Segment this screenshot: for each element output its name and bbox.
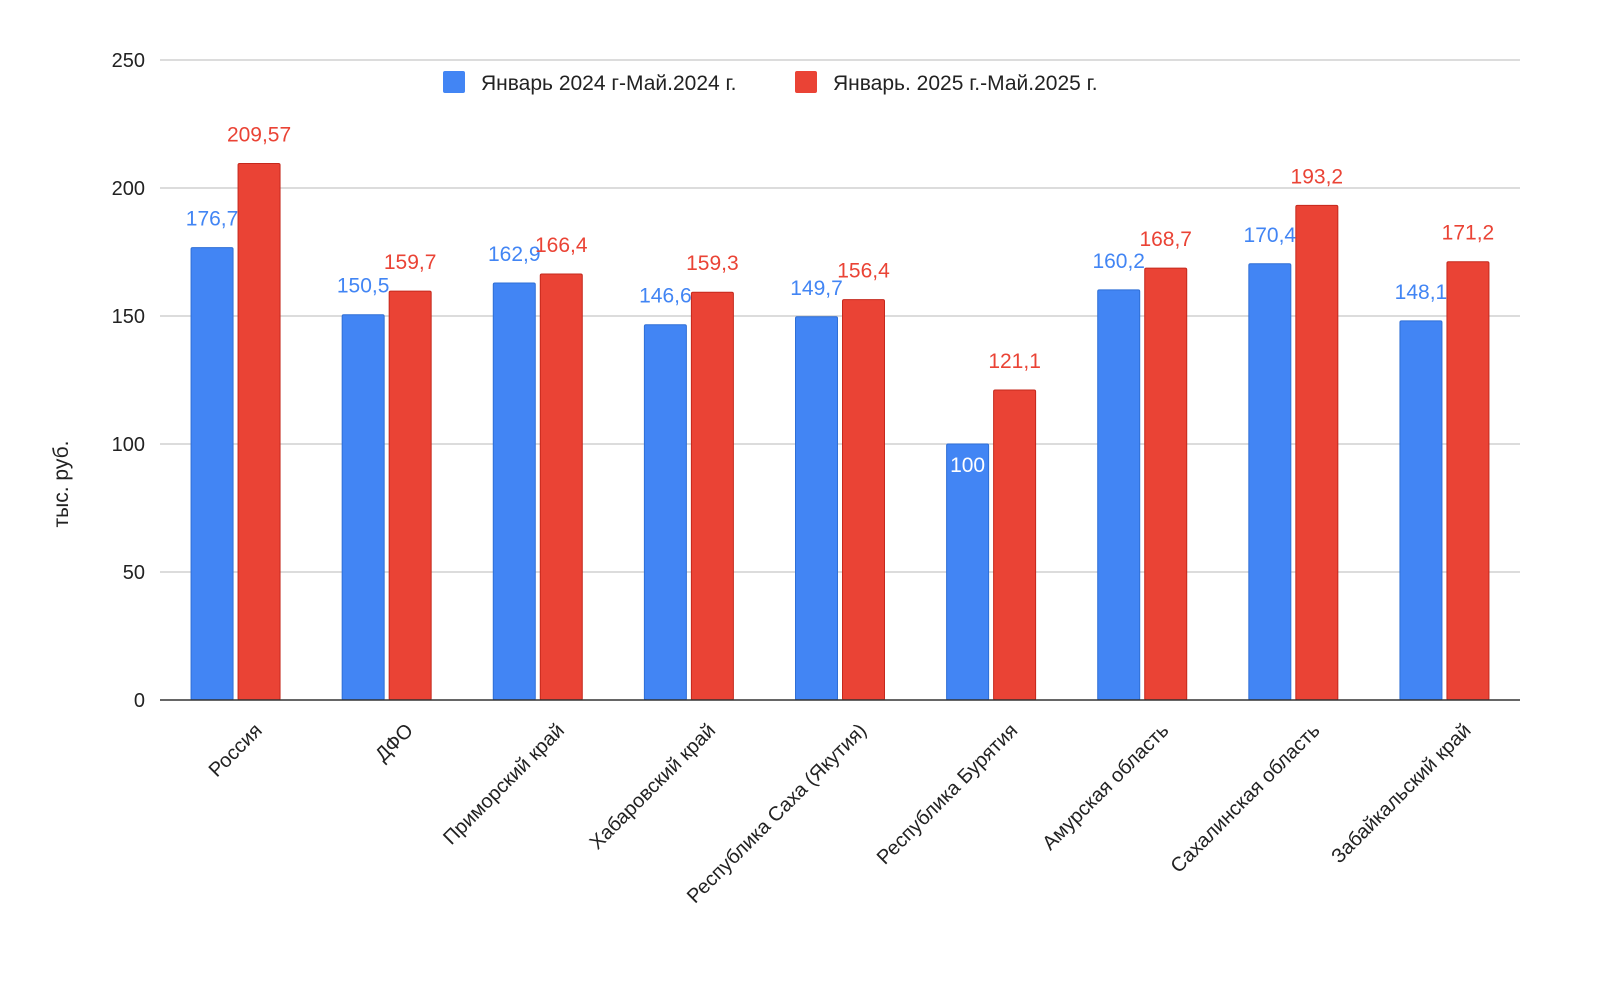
legend-label: Январь 2024 г-Май.2024 г. [481, 72, 736, 95]
x-tick-label: Республика Саха (Якутия) [683, 720, 871, 908]
bar-data-label: 160,2 [1092, 250, 1145, 273]
gridlines [160, 59, 1520, 573]
bar[interactable] [946, 443, 990, 701]
bar-data-label: 170,4 [1244, 224, 1297, 247]
y-tick-label: 250 [112, 50, 145, 72]
bar-data-label: 166,4 [535, 234, 588, 257]
bar-data-label: 171,2 [1442, 222, 1495, 245]
legend-item[interactable]: Январь 2024 г-Май.2024 г. [443, 71, 736, 95]
bar-data-label: 148,1 [1395, 281, 1448, 304]
bar[interactable] [1144, 267, 1188, 701]
bar[interactable] [492, 282, 536, 701]
legend-label: Январь. 2025 г.-Май.2025 г. [833, 72, 1098, 95]
bar-data-label: 159,7 [384, 251, 437, 274]
bar[interactable] [993, 389, 1037, 701]
bar[interactable] [388, 290, 432, 701]
x-tick-label: Хабаровский край [586, 720, 720, 854]
bar[interactable] [1446, 261, 1490, 701]
y-tick-label: 200 [112, 178, 145, 200]
bar-data-label: 159,3 [686, 252, 739, 275]
x-tick-label: Забайкальский край [1327, 720, 1475, 868]
y-axis-title: тыс. руб. [50, 441, 73, 528]
bar-data-label: 176,7 [186, 208, 239, 231]
y-tick-label: 100 [112, 434, 145, 456]
x-tick-label: Сахалинская область [1167, 720, 1325, 878]
bars [190, 163, 1490, 701]
x-tick-label: Россия [205, 720, 267, 782]
bar[interactable] [1399, 320, 1443, 701]
bar[interactable] [842, 299, 885, 701]
bar[interactable] [795, 316, 838, 701]
y-tick-label: 150 [112, 306, 145, 328]
bar-data-label: 150,5 [337, 275, 390, 298]
bar-data-label: 162,9 [488, 243, 541, 266]
legend-item[interactable]: Январь. 2025 г.-Май.2025 г. [795, 71, 1098, 95]
legend-swatch [443, 71, 465, 93]
bar[interactable] [237, 163, 281, 701]
bar[interactable] [539, 273, 583, 701]
bar-data-label: 121,1 [988, 350, 1041, 373]
bar-data-label: 149,7 [790, 277, 843, 300]
bar-data-label: 100 [950, 454, 985, 477]
bar[interactable] [1248, 263, 1292, 701]
x-tick-label: Республика Бурятия [873, 720, 1022, 869]
bar-data-label: 146,6 [639, 285, 692, 308]
y-tick-label: 50 [123, 562, 145, 584]
bar[interactable] [341, 314, 385, 701]
bar[interactable] [1295, 204, 1339, 701]
bar[interactable] [690, 291, 734, 701]
y-tick-label: 0 [134, 690, 145, 712]
bar-data-label: 156,4 [837, 260, 890, 283]
bar-data-label: 209,57 [227, 124, 291, 147]
bar[interactable] [190, 247, 234, 701]
bar[interactable] [1097, 289, 1141, 701]
x-tick-label: ДФО [371, 720, 418, 767]
bar[interactable] [643, 324, 687, 701]
bar-data-label: 193,2 [1291, 165, 1344, 188]
x-tick-label: Приморский край [439, 720, 569, 850]
bar-data-label: 168,7 [1139, 228, 1192, 251]
x-tick-label: Амурская область [1038, 720, 1173, 855]
legend-swatch [795, 71, 817, 93]
legend[interactable]: Январь 2024 г-Май.2024 г. Январь. 2025 г.… [443, 71, 1098, 95]
